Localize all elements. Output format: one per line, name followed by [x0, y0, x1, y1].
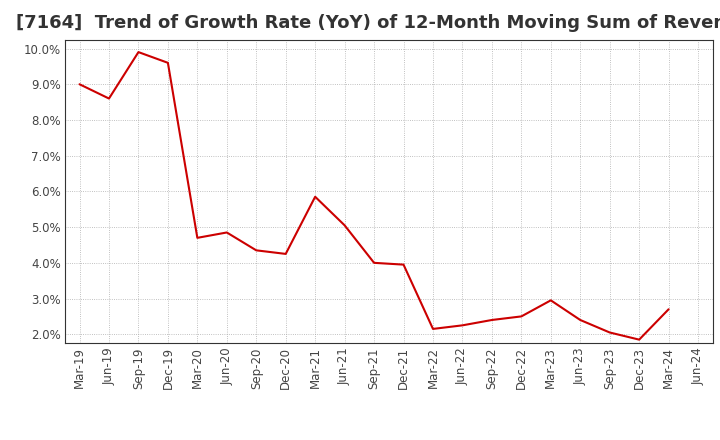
Title: [7164]  Trend of Growth Rate (YoY) of 12-Month Moving Sum of Revenues: [7164] Trend of Growth Rate (YoY) of 12-… — [16, 15, 720, 33]
